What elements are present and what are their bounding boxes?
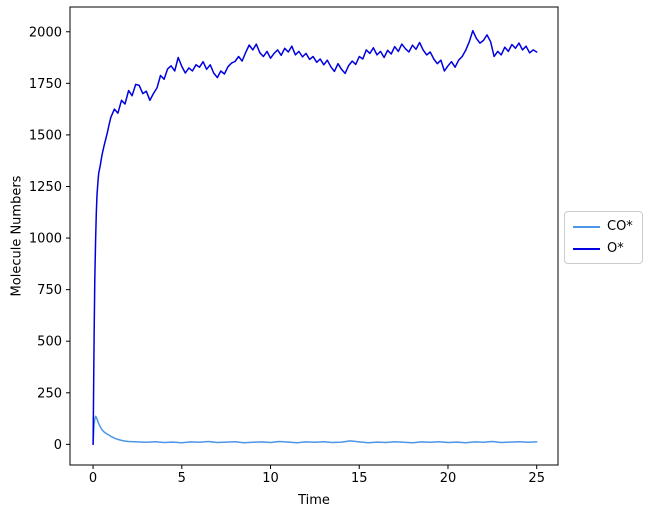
y-tick-label: 750 (37, 283, 62, 298)
x-tick-label: 10 (262, 471, 279, 486)
x-tick-label: 20 (440, 471, 457, 486)
legend-item-o: O* (573, 241, 634, 256)
x-axis-label: Time (298, 493, 330, 508)
y-tick-label: 250 (37, 386, 62, 401)
legend-item-co: CO* (573, 219, 634, 234)
x-tick-label: 15 (351, 471, 368, 486)
y-tick-label: 2000 (29, 25, 62, 40)
y-tick-label: 1500 (29, 128, 62, 143)
legend-line-swatch (573, 225, 600, 228)
y-tick-label: 0 (54, 438, 62, 453)
legend: CO* O* (564, 211, 643, 264)
x-tick-label: 25 (528, 471, 545, 486)
legend-label: CO* (607, 219, 633, 234)
y-tick-label: 1000 (29, 232, 62, 247)
plot-border (69, 6, 559, 466)
series-line-co (92, 415, 538, 446)
y-axis-label: Molecule Numbers (9, 175, 25, 297)
legend-line-swatch (573, 247, 600, 250)
series-line-o (92, 29, 538, 446)
y-tick-label: 1750 (29, 77, 62, 92)
x-tick-label: 0 (89, 471, 97, 486)
legend-label: O* (607, 241, 624, 256)
y-tick-label: 500 (37, 335, 62, 350)
y-tick-label: 1250 (29, 180, 62, 195)
x-tick-label: 5 (178, 471, 186, 486)
